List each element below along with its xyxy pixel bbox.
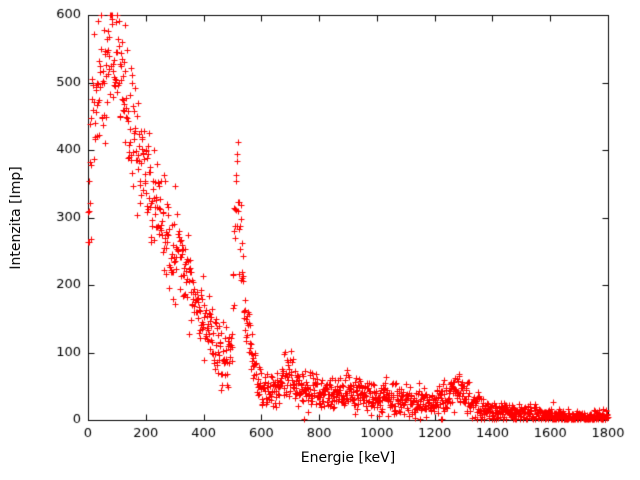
y-axis-label: Intenzita [Imp] [8, 166, 24, 270]
x-axis-label: Energie [keV] [300, 450, 396, 466]
